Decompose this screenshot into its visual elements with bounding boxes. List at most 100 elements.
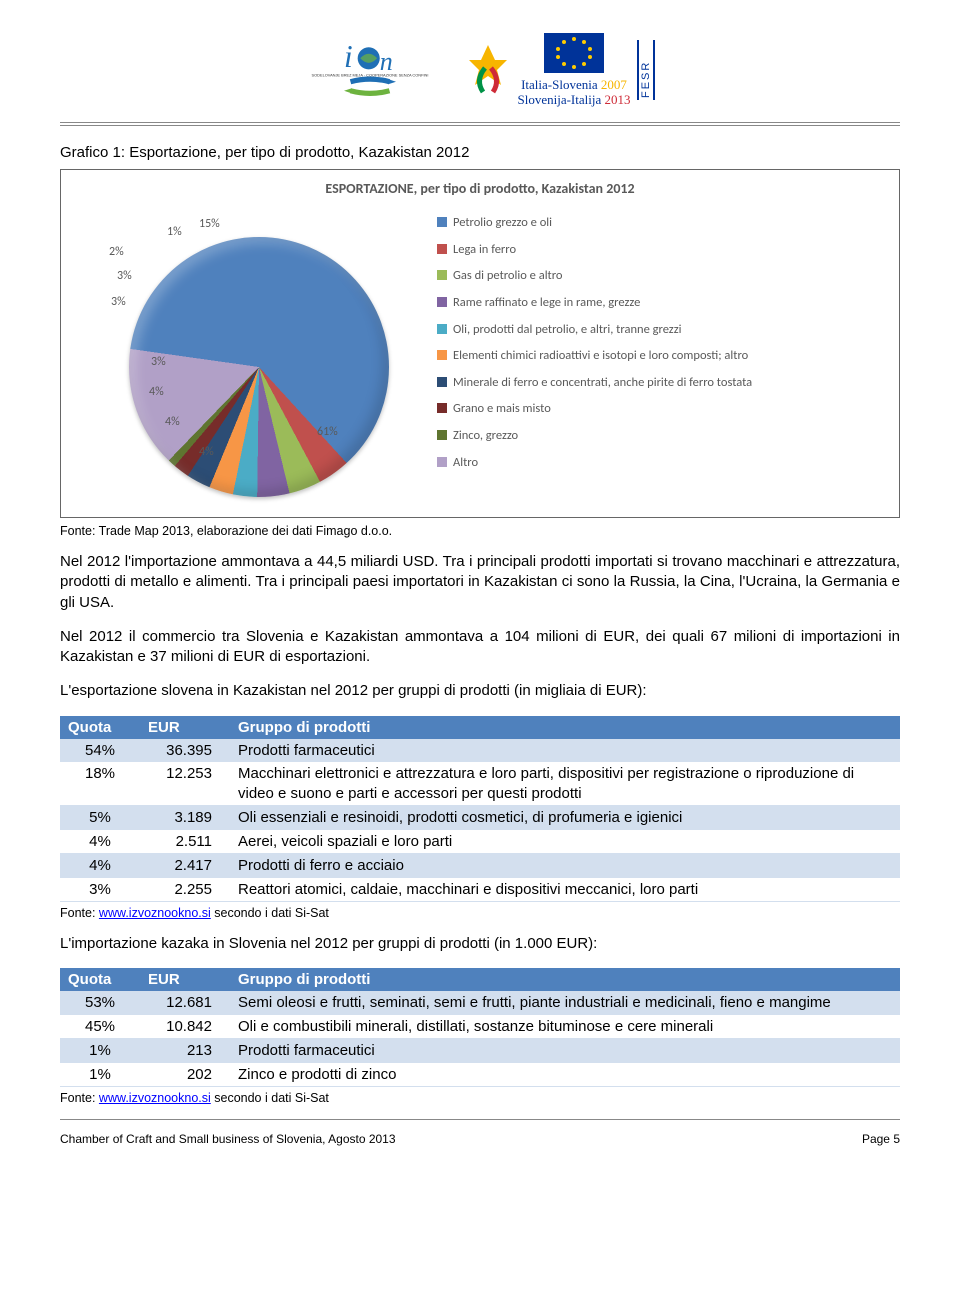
table-row: 4%2.511Aerei, veicoli spaziali e loro pa…: [60, 830, 900, 854]
legend-swatch: [437, 297, 447, 307]
th-eur: EUR: [140, 716, 230, 739]
cell-eur: 213: [140, 1039, 230, 1063]
logo-icon: i n SODELOVANJE BREZ MEJA · COOPERAZIONE…: [305, 30, 435, 110]
table-row: 5%3.189Oli essenziali e resinoidi, prodo…: [60, 806, 900, 830]
svg-text:i: i: [344, 39, 353, 74]
pie-chart-frame: ESPORTAZIONE, per tipo di prodotto, Kaza…: [60, 169, 900, 518]
legend-label: Grano e mais misto: [453, 401, 551, 417]
chart-section-title: Grafico 1: Esportazione, per tipo di pro…: [60, 144, 900, 161]
legend-label: Altro: [453, 455, 478, 471]
pie-slice-label: 4%: [199, 445, 214, 459]
paragraph-trade: Nel 2012 il commercio tra Slovenia e Kaz…: [60, 627, 900, 668]
cell-quota: 1%: [60, 1063, 140, 1087]
legend-swatch: [437, 430, 447, 440]
th-gruppo-2: Gruppo di prodotti: [230, 968, 900, 991]
cell-gruppo: Aerei, veicoli spaziali e loro parti: [230, 830, 900, 854]
cell-gruppo: Prodotti farmaceutici: [230, 739, 900, 763]
fesr-label: FESR: [637, 40, 655, 100]
legend-item: Minerale di ferro e concentrati, anche p…: [437, 375, 891, 391]
italia-slovenia-text: Italia-Slovenia: [521, 77, 598, 92]
legend-label: Oli, prodotti dal petrolio, e altri, tra…: [453, 322, 682, 338]
cell-eur: 36.395: [140, 739, 230, 763]
cell-eur: 2.511: [140, 830, 230, 854]
legend-swatch: [437, 244, 447, 254]
footer-left: Chamber of Craft and Small business of S…: [60, 1132, 396, 1146]
legend-swatch: [437, 457, 447, 467]
legend-item: Zinco, grezzo: [437, 428, 891, 444]
cell-eur: 12.681: [140, 991, 230, 1015]
legend-item: Petrolio grezzo e oli: [437, 215, 891, 231]
table-row: 53%12.681Semi oleosi e frutti, seminati,…: [60, 991, 900, 1015]
import-table: Quota EUR Gruppo di prodotti 53%12.681Se…: [60, 968, 900, 1087]
legend-item: Gas di petrolio e altro: [437, 268, 891, 284]
legend-item: Lega in ferro: [437, 242, 891, 258]
source-2: Fonte: www.izvoznookno.si secondo i dati…: [60, 1091, 900, 1105]
legend-label: Lega in ferro: [453, 242, 516, 258]
cell-gruppo: Macchinari elettronici e attrezzatura e …: [230, 762, 900, 806]
legend-swatch: [437, 350, 447, 360]
footer-right: Page 5: [862, 1132, 900, 1146]
cell-gruppo: Prodotti farmaceutici: [230, 1039, 900, 1063]
th-gruppo: Gruppo di prodotti: [230, 716, 900, 739]
cell-quota: 54%: [60, 739, 140, 763]
legend-item: Altro: [437, 455, 891, 471]
table-row: 18%12.253Macchinari elettronici e attrez…: [60, 762, 900, 806]
cell-gruppo: Reattori atomici, caldaie, macchinari e …: [230, 878, 900, 902]
export-table: Quota EUR Gruppo di prodotti 54%36.395Pr…: [60, 716, 900, 903]
th-eur-2: EUR: [140, 968, 230, 991]
pie-slice-label: 3%: [151, 355, 166, 369]
cell-eur: 202: [140, 1063, 230, 1087]
pie-slice-label: 3%: [117, 269, 132, 283]
cell-quota: 45%: [60, 1015, 140, 1039]
pie-slice-label: 1%: [167, 225, 182, 239]
legend-label: Petrolio grezzo e oli: [453, 215, 552, 231]
cell-quota: 53%: [60, 991, 140, 1015]
cell-quota: 1%: [60, 1039, 140, 1063]
svg-text:n: n: [380, 47, 393, 76]
pie-slice-label: 4%: [165, 415, 180, 429]
legend-item: Elementi chimici radioattivi e isotopi e…: [437, 348, 891, 364]
header-logos: i n SODELOVANJE BREZ MEJA · COOPERAZIONE…: [60, 20, 900, 120]
legend-label: Minerale di ferro e concentrati, anche p…: [453, 375, 752, 391]
pie-slice-label: 61%: [317, 425, 338, 439]
table-row: 4%2.417Prodotti di ferro e acciaio: [60, 854, 900, 878]
source-link-1[interactable]: www.izvoznookno.si: [99, 906, 211, 920]
table-row: 3%2.255Reattori atomici, caldaie, macchi…: [60, 878, 900, 902]
legend-item: Grano e mais misto: [437, 401, 891, 417]
paragraph-import-intro: L'importazione kazaka in Slovenia nel 20…: [60, 934, 900, 954]
legend-item: Oli, prodotti dal petrolio, e altri, tra…: [437, 322, 891, 338]
th-quota-2: Quota: [60, 968, 140, 991]
pie-slice-label: 15%: [199, 217, 220, 231]
chart-caption: Fonte: Trade Map 2013, elaborazione dei …: [60, 524, 900, 538]
table-row: 1%202Zinco e prodotti di zinco: [60, 1063, 900, 1087]
legend-label: Zinco, grezzo: [453, 428, 518, 444]
paragraph-import: Nel 2012 l'importazione ammontava a 44,5…: [60, 552, 900, 613]
th-quota: Quota: [60, 716, 140, 739]
legend-swatch: [437, 403, 447, 413]
logo-italia-slovenia: Italia-Slovenia 2007 Slovenija-Italija 2…: [465, 33, 654, 107]
cell-quota: 18%: [60, 762, 140, 806]
cell-eur: 2.417: [140, 854, 230, 878]
pie-legend: Petrolio grezzo e oli Lega in ferro Gas di…: [437, 207, 891, 507]
legend-label: Elementi chimici radioattivi e isotopi e…: [453, 348, 748, 364]
pie-slice-label: 3%: [111, 295, 126, 309]
cell-eur: 10.842: [140, 1015, 230, 1039]
cell-quota: 5%: [60, 806, 140, 830]
cell-gruppo: Prodotti di ferro e acciaio: [230, 854, 900, 878]
cell-eur: 3.189: [140, 806, 230, 830]
source-link-2[interactable]: www.izvoznookno.si: [99, 1091, 211, 1105]
svg-text:SODELOVANJE BREZ MEJA · COOPER: SODELOVANJE BREZ MEJA · COOPERAZIONE SEN…: [312, 73, 429, 78]
legend-swatch: [437, 324, 447, 334]
table-row: 45%10.842Oli e combustibili minerali, di…: [60, 1015, 900, 1039]
cell-quota: 4%: [60, 830, 140, 854]
legend-swatch: [437, 377, 447, 387]
pie-slice-label: 4%: [149, 385, 164, 399]
slovenija-italija-text: Slovenija-Italija: [517, 92, 601, 107]
legend-item: Rame raffinato e lege in rame, grezze: [437, 295, 891, 311]
table-row: 1%213Prodotti farmaceutici: [60, 1039, 900, 1063]
pie-chart: 1%15%2%3%3%3%4%4%4%61%: [69, 207, 429, 507]
cell-gruppo: Semi oleosi e frutti, seminati, semi e f…: [230, 991, 900, 1015]
legend-label: Rame raffinato e lege in rame, grezze: [453, 295, 640, 311]
cell-gruppo: Oli essenziali e resinoidi, prodotti cos…: [230, 806, 900, 830]
cell-eur: 2.255: [140, 878, 230, 902]
